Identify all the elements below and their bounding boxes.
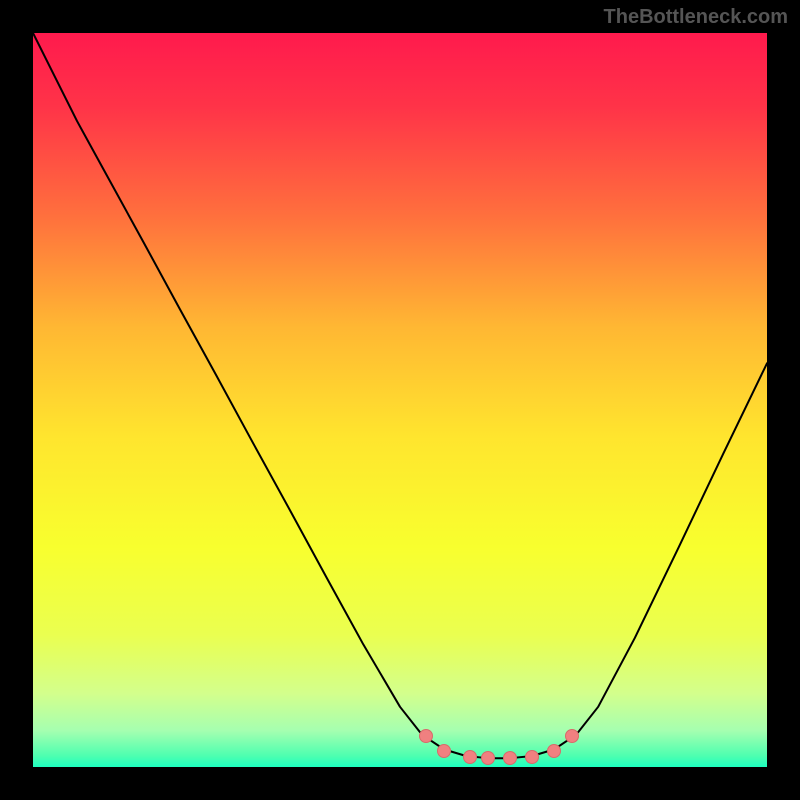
plot-area (33, 33, 767, 767)
data-marker (525, 750, 539, 764)
data-marker (503, 751, 517, 765)
data-marker (437, 744, 451, 758)
bottleneck-curve (33, 33, 767, 758)
watermark-text: TheBottleneck.com (604, 6, 788, 29)
data-marker (481, 751, 495, 765)
data-marker (547, 744, 561, 758)
data-marker (419, 729, 433, 743)
data-marker (463, 750, 477, 764)
curve-layer (33, 33, 767, 767)
data-marker (565, 729, 579, 743)
